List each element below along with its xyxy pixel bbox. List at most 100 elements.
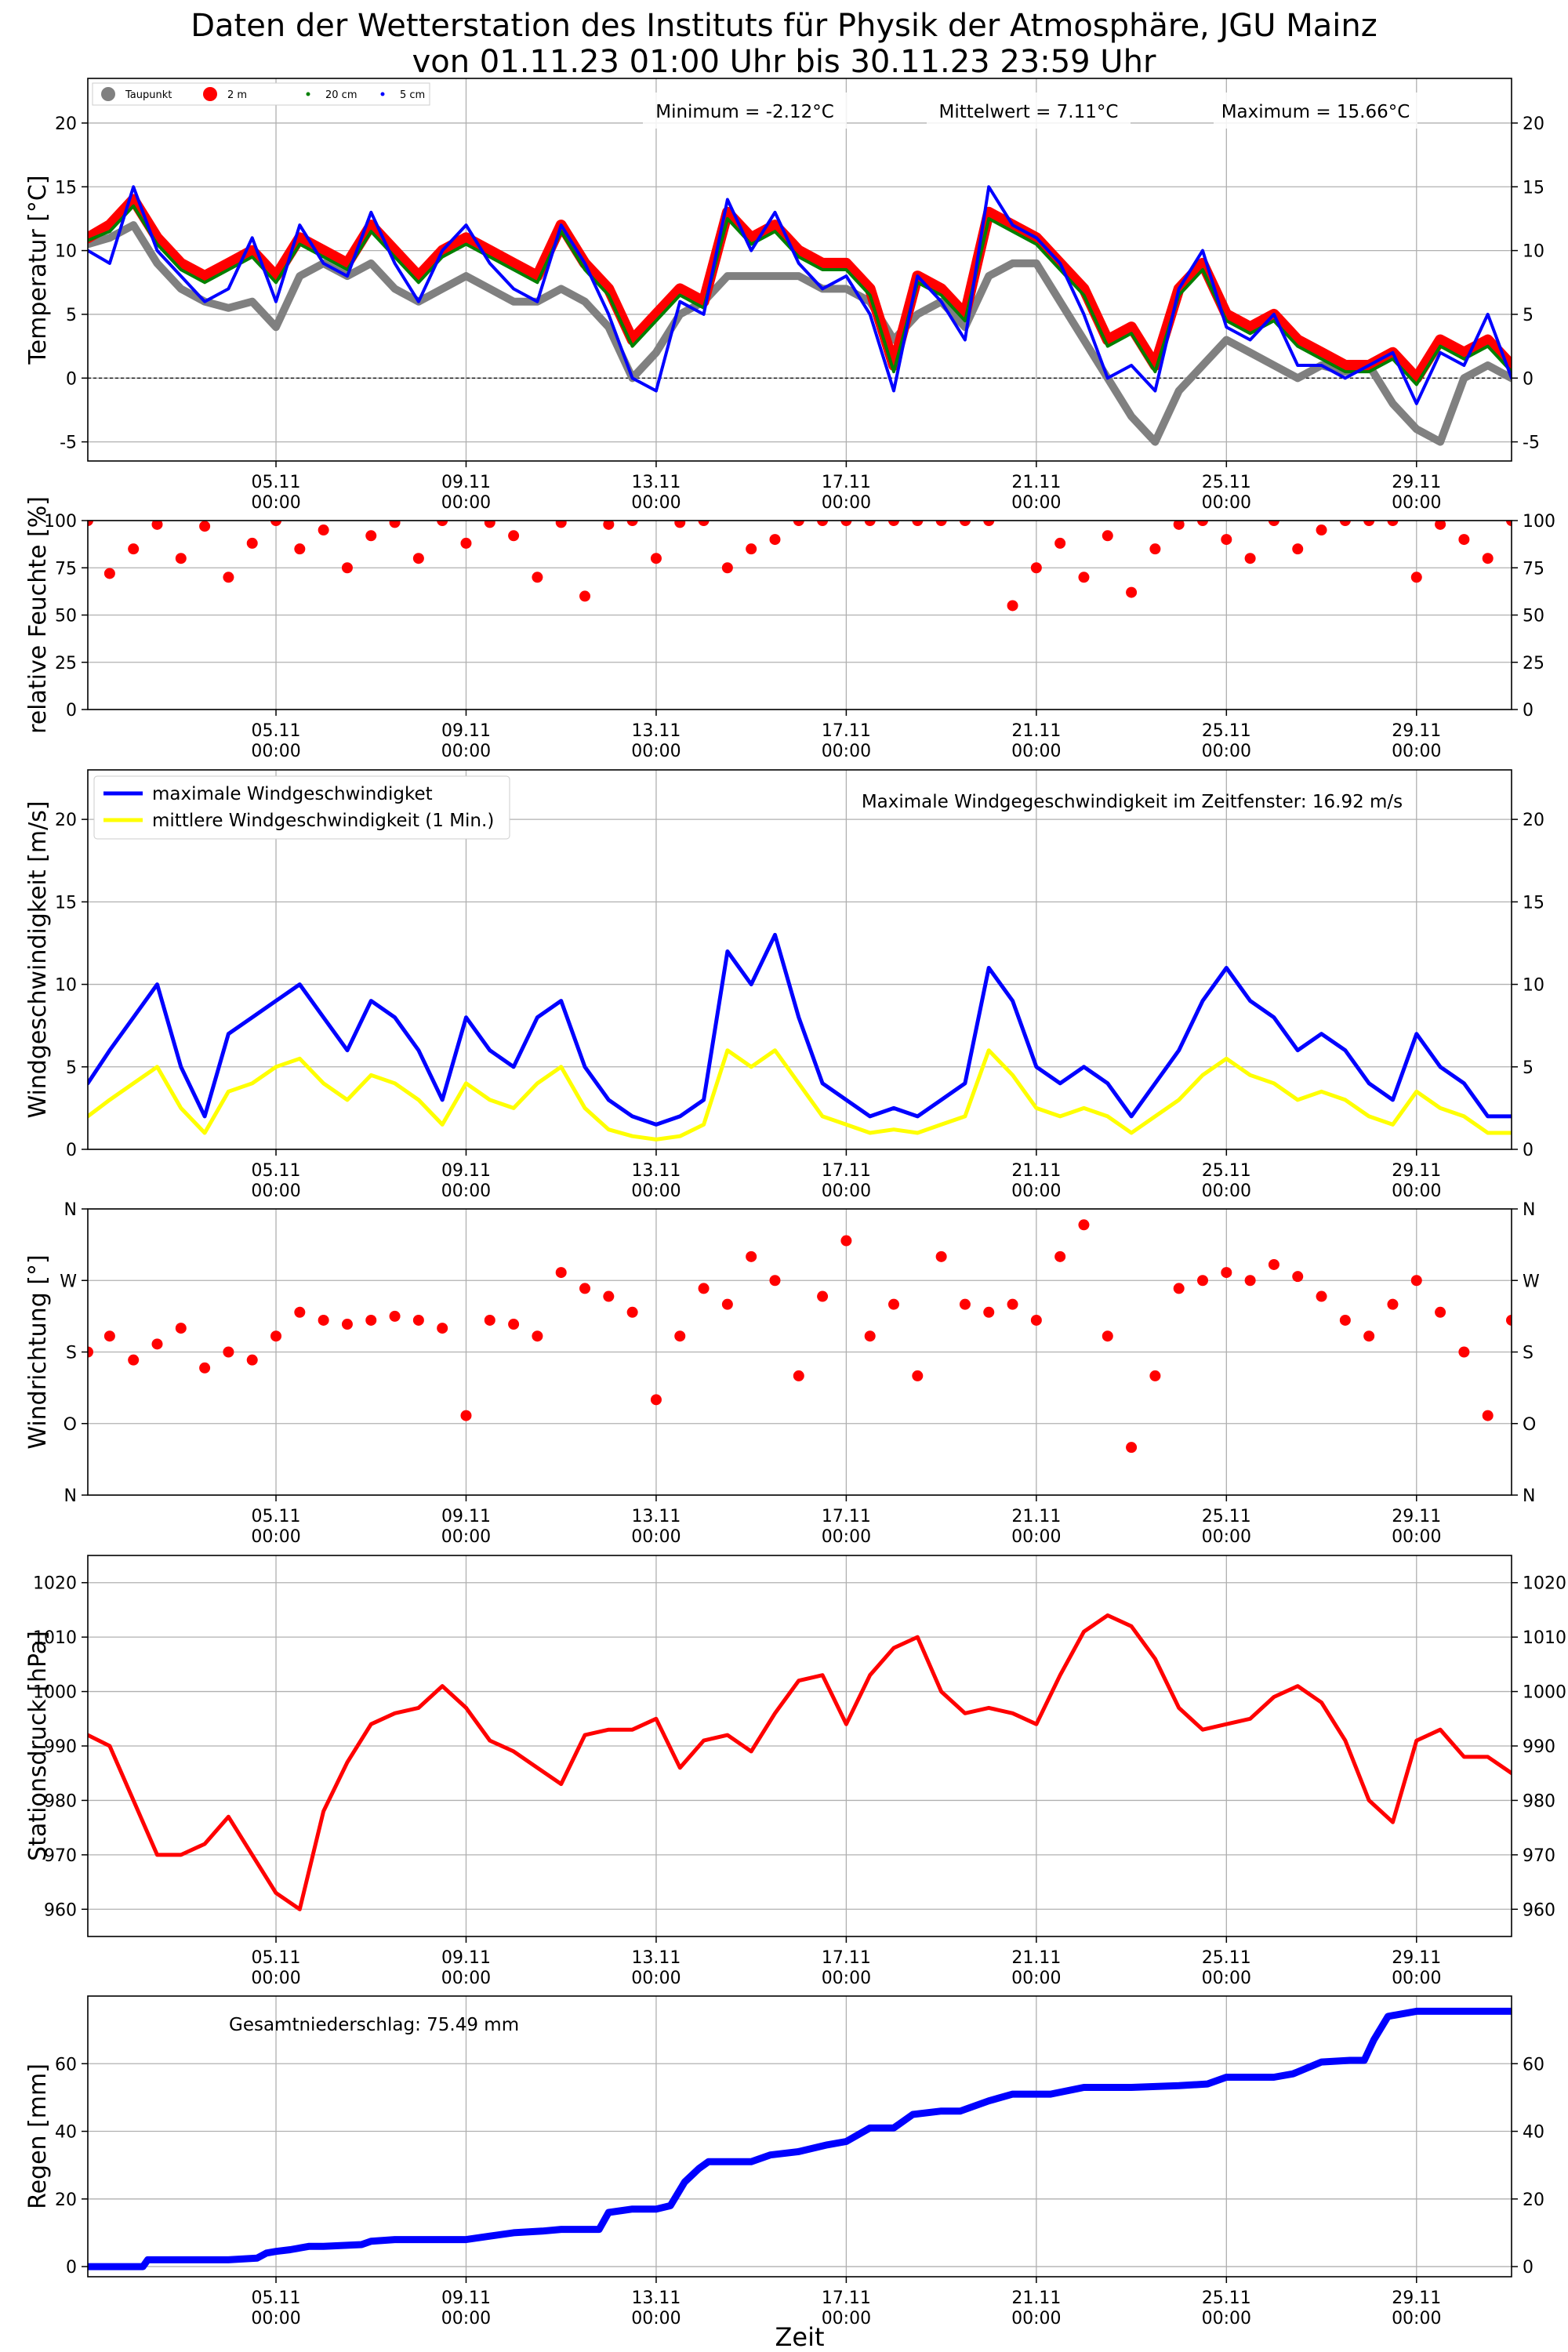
- data-point: [698, 1283, 710, 1294]
- data-point: [1126, 1442, 1138, 1454]
- legend-marker: [380, 92, 385, 96]
- data-point: [1078, 1219, 1090, 1231]
- x-tick-label: 13.11: [631, 473, 681, 492]
- data-point: [555, 521, 567, 528]
- x-tick-label: 21.11: [1011, 473, 1061, 492]
- annotation-box: [927, 93, 1131, 129]
- y-tick-label: 20: [55, 2190, 77, 2210]
- series-group: [88, 2007, 1512, 2270]
- y-tick-label: 15: [55, 893, 77, 913]
- title-line-1: Daten der Wetterstation des Instituts fü…: [191, 8, 1377, 44]
- data-point: [1126, 586, 1138, 598]
- data-point: [88, 521, 93, 526]
- x-tick-label: 00:00: [251, 1181, 300, 1201]
- x-tick-label: 05.11: [252, 1161, 301, 1181]
- x-tick-label: 00:00: [1392, 1969, 1441, 1988]
- data-point: [365, 1314, 377, 1326]
- title-line-2: von 01.11.23 01:00 Uhr bis 30.11.23 23:5…: [412, 44, 1156, 80]
- y-tick-label: 990: [1523, 1737, 1555, 1757]
- y-tick-label: N: [64, 1486, 77, 1506]
- x-tick-label: 05.11: [252, 721, 301, 741]
- x-tick-label: 13.11: [631, 1161, 681, 1181]
- y-tick-label: -5: [1523, 434, 1540, 453]
- y-tick-label: 970: [44, 1846, 77, 1866]
- y-tick-label: 0: [66, 1141, 77, 1160]
- x-tick-label: 00:00: [1011, 2309, 1061, 2328]
- data-point: [318, 524, 329, 536]
- x-tick-label: 00:00: [1202, 2309, 1251, 2328]
- data-point: [270, 521, 282, 526]
- data-point: [484, 521, 495, 528]
- x-tick-label: 00:00: [1392, 1527, 1441, 1547]
- x-tick-label: 05.11: [252, 1507, 301, 1526]
- y-tick-label: 50: [1523, 607, 1544, 626]
- data-point: [389, 1310, 401, 1322]
- x-tick-label: 13.11: [631, 2288, 681, 2308]
- data-point: [1221, 1267, 1232, 1279]
- data-point: [223, 572, 234, 583]
- x-tick-label: 00:00: [1011, 1181, 1061, 1201]
- y-tick-label: 20: [1523, 811, 1544, 830]
- series-line-5-cm: [88, 185, 1512, 405]
- series-line-maximale-Windgeschwindigket: [88, 932, 1512, 1127]
- y-tick-label: 25: [1523, 654, 1544, 673]
- x-tick-label: 00:00: [1392, 1181, 1441, 1201]
- x-tick-label: 09.11: [441, 473, 491, 492]
- chart-title: Daten der Wetterstation des Instituts fü…: [0, 8, 1568, 80]
- x-tick-label: 00:00: [1011, 493, 1061, 513]
- y-tick-label: 0: [1523, 2258, 1534, 2278]
- data-point: [1268, 1258, 1279, 1270]
- x-tick-label: 00:00: [1011, 742, 1061, 761]
- x-tick-label: 21.11: [1011, 2288, 1061, 2308]
- y-tick-label: 960: [1523, 1900, 1555, 1920]
- y-axis-label: Stationsdruck [hPa]: [24, 1631, 52, 1861]
- data-point: [1410, 572, 1422, 583]
- y-tick-label: 970: [1523, 1846, 1555, 1866]
- plot-frame: [87, 1555, 1512, 1937]
- data-point: [650, 553, 662, 564]
- legend-marker: [101, 87, 115, 101]
- data-point: [840, 521, 852, 526]
- data-point: [341, 562, 353, 574]
- annotation-box: [1214, 93, 1417, 129]
- x-tick-label: 00:00: [1392, 2309, 1441, 2328]
- y-tick-label: 20: [55, 114, 77, 134]
- data-point: [721, 562, 733, 574]
- data-point: [412, 1314, 424, 1326]
- data-point: [1506, 521, 1512, 526]
- data-point: [1244, 553, 1256, 564]
- x-tick-label: 13.11: [631, 1948, 681, 1968]
- legend-marker: [306, 92, 310, 96]
- annotation-text: Maximum = 15.66°C: [1221, 102, 1410, 122]
- y-tick-label: 1020: [33, 1574, 77, 1594]
- x-tick-label: 21.11: [1011, 1948, 1061, 1968]
- y-tick-label: 60: [55, 2055, 77, 2074]
- plot-frame: [87, 1208, 1512, 1496]
- x-tick-label: 29.11: [1392, 473, 1441, 492]
- panel-wind_direction: N NO OS SW WN N05.1100:0009.1100:0013.1100:00…: [24, 1200, 1540, 1547]
- data-point: [294, 1306, 306, 1318]
- data-point: [1339, 521, 1351, 526]
- x-tick-label: 00:00: [822, 1969, 871, 1988]
- x-tick-label: 00:00: [822, 2309, 871, 2328]
- series-group: [88, 185, 1512, 446]
- data-point: [103, 1330, 115, 1342]
- y-tick-label: 40: [55, 2123, 77, 2143]
- y-tick-label: 15: [1523, 893, 1544, 913]
- y-tick-label: 75: [55, 559, 77, 579]
- legend-label: Taupunkt: [125, 89, 172, 101]
- data-point: [817, 521, 829, 526]
- x-tick-label: 17.11: [822, 721, 871, 741]
- x-tick-label: 00:00: [1202, 742, 1251, 761]
- data-point: [532, 1330, 543, 1342]
- data-point: [128, 543, 140, 555]
- y-axis-label: relative Feuchte [%]: [24, 496, 52, 734]
- x-tick-label: 00:00: [441, 2309, 491, 2328]
- data-point: [1458, 1346, 1470, 1358]
- data-point: [1149, 1370, 1161, 1381]
- y-tick-label: 20: [55, 811, 77, 830]
- data-point: [1007, 1298, 1018, 1310]
- y-tick-label: 100: [44, 512, 77, 532]
- data-point: [1292, 1271, 1304, 1283]
- x-tick-label: 25.11: [1202, 1161, 1251, 1181]
